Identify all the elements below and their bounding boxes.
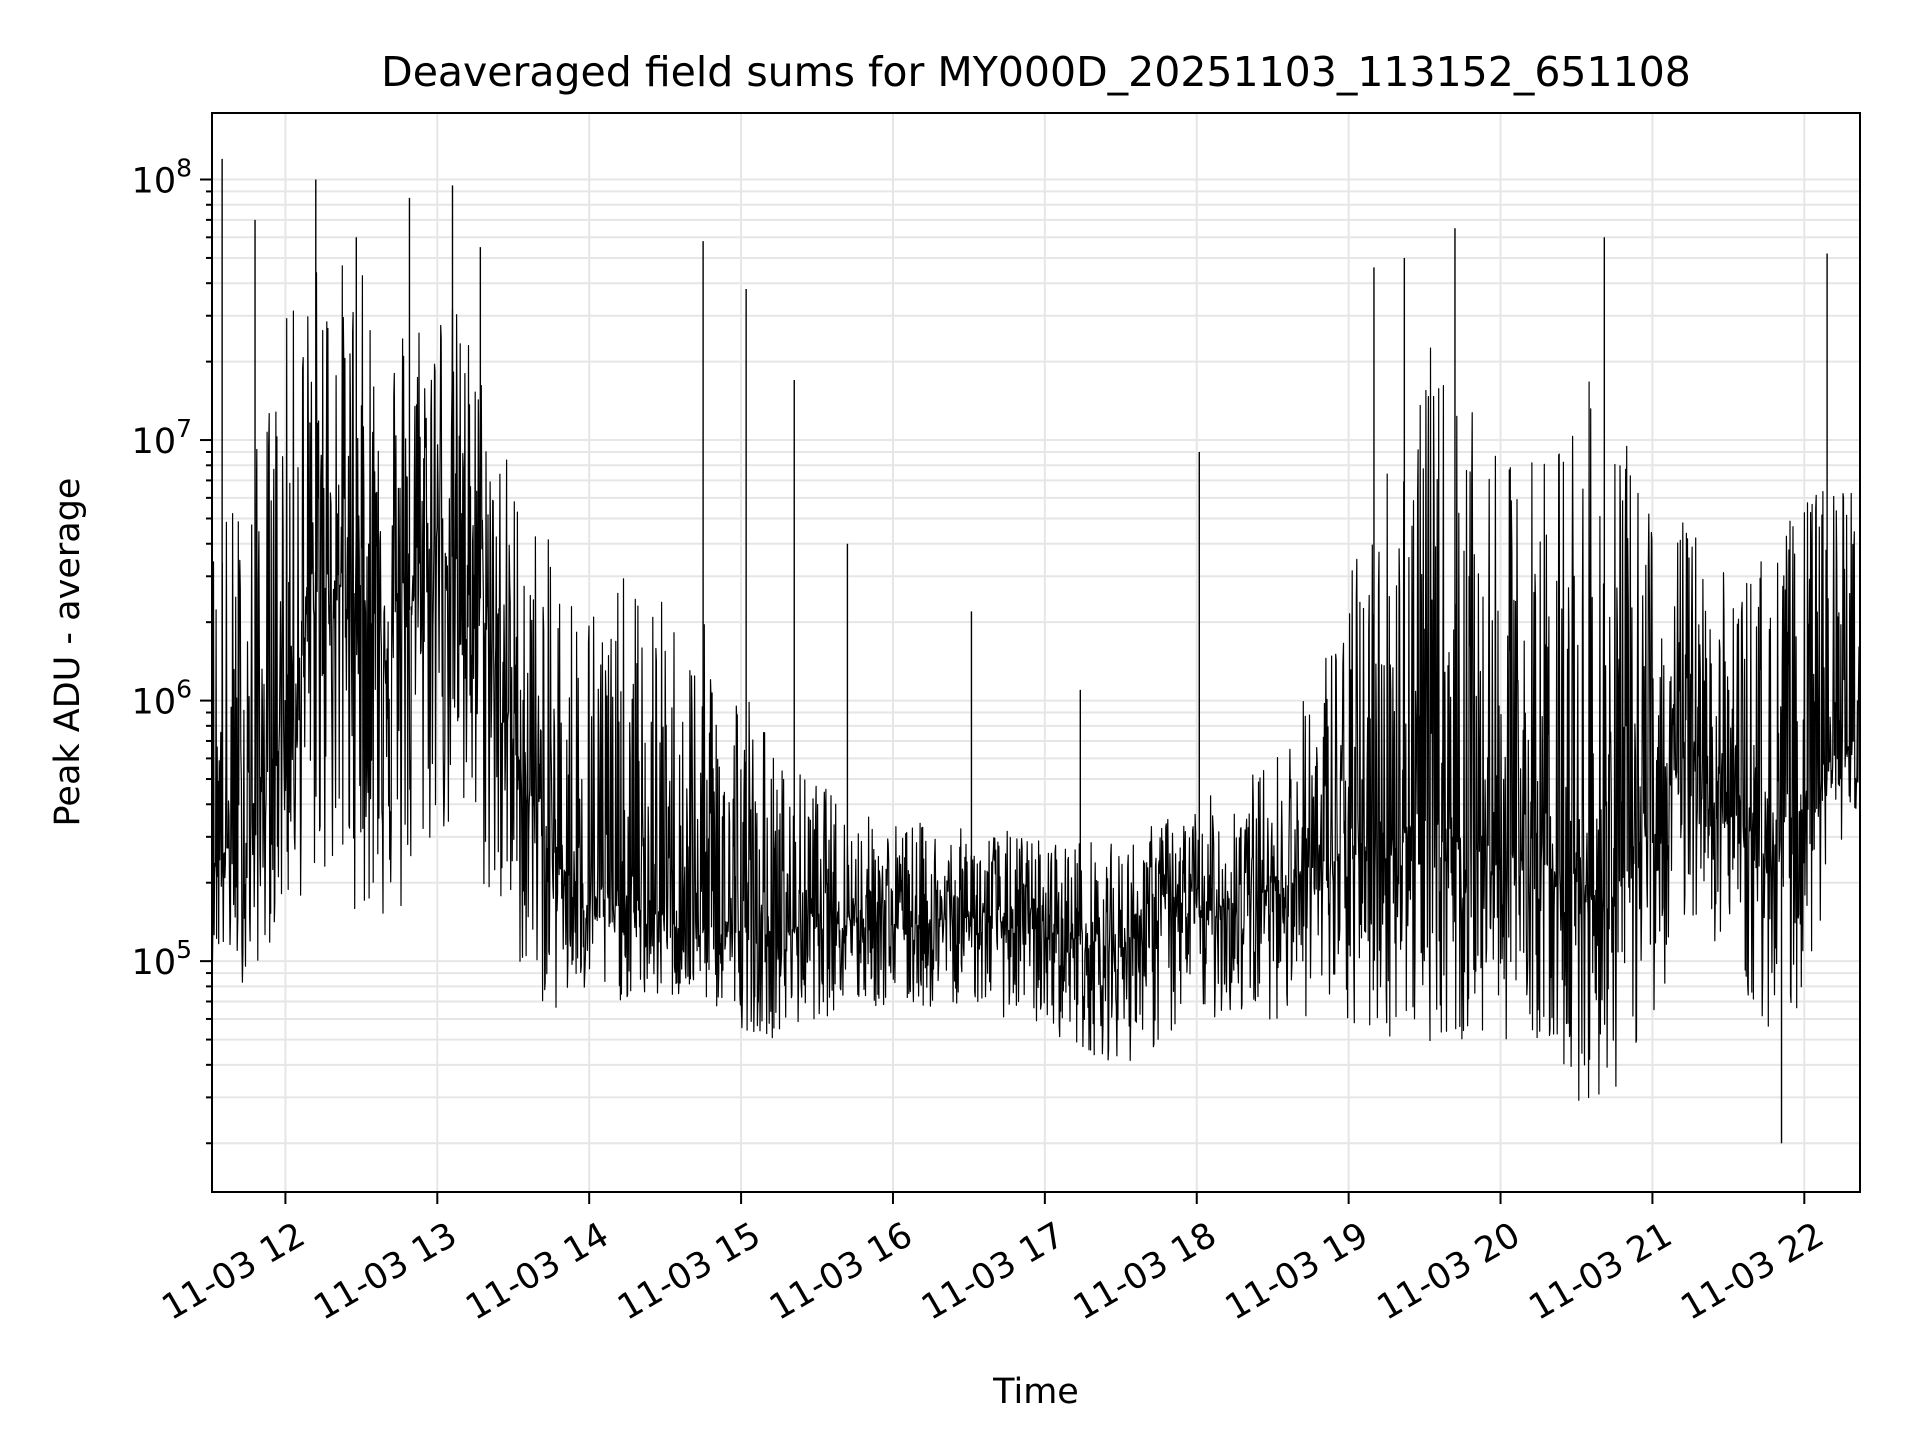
series-path — [211, 265, 1861, 1101]
y-axis-label: Peak ADU - average — [48, 478, 88, 827]
y-tick-label: 108 — [132, 154, 192, 202]
plot-frame — [211, 112, 1861, 1193]
y-tick-label: 106 — [132, 675, 192, 723]
y-axis: 105 106 107 108 — [132, 154, 212, 1145]
chart-title: Deaveraged field sums for MY000D_2025110… — [381, 48, 1691, 96]
x-axis-label: Time — [992, 1372, 1079, 1412]
y-tick-label: 105 — [132, 935, 192, 983]
y-tick-label: 107 — [132, 414, 192, 462]
series-line — [211, 158, 1861, 1144]
